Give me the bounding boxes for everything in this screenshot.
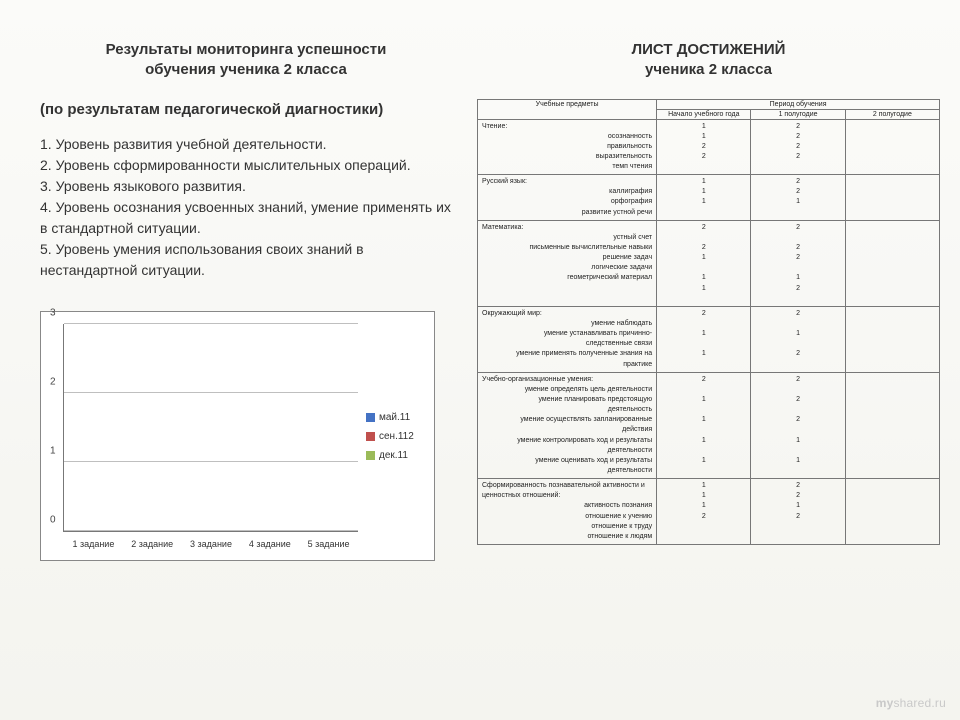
monitoring-chart: 01231 задание2 задание3 задание4 задание…	[40, 311, 435, 561]
left-subtitle: (по результатам педагогической диагности…	[40, 99, 452, 120]
chart-xlabel: 3 задание	[181, 539, 241, 549]
value-col-half2	[845, 372, 939, 478]
watermark-shared: shared	[893, 696, 931, 710]
th-subjects: Учебные предметы	[478, 99, 657, 119]
subject-cell: Учебно-организационные умения:умение опр…	[478, 372, 657, 478]
subject-cell: Окружающий мир:умение наблюдатьумение ус…	[478, 306, 657, 372]
criteria-list: 1. Уровень развития учебной деятельности…	[40, 134, 452, 281]
achievements-table: Учебные предметыПериод обученияНачало уч…	[477, 99, 940, 545]
subject-cell: Русский язык:каллиграфияорфографияразвит…	[478, 175, 657, 221]
legend-item: дек.11	[366, 450, 428, 461]
title-line2: обучения ученика 2 класса	[145, 61, 347, 78]
th-period: Период обучения	[657, 99, 940, 109]
left-column: Результаты мониторинга успешности обучен…	[40, 40, 472, 700]
right-title-line2: ученика 2 класса	[645, 61, 772, 78]
watermark: myshared.ru	[876, 696, 946, 710]
value-col-half1: 2 1 2	[751, 306, 845, 372]
watermark-my: my	[876, 696, 894, 710]
value-col-half1: 221	[751, 175, 845, 221]
chart-ytick: 0	[50, 514, 56, 525]
legend-item: сен.112	[366, 431, 428, 442]
value-col-half2	[845, 119, 939, 175]
chart-legend: май.11 сен.112 дек.11	[358, 320, 428, 554]
legend-label: дек.11	[379, 450, 408, 461]
legend-item: май.11	[366, 412, 428, 423]
value-col-half2	[845, 306, 939, 372]
criteria-item: 2. Уровень сформированности мыслительных…	[40, 155, 452, 176]
criteria-item: 1. Уровень развития учебной деятельности…	[40, 134, 452, 155]
value-col-half2	[845, 479, 939, 545]
chart-ytick: 2	[50, 376, 56, 387]
value-col-half1: 2 22 12	[751, 220, 845, 306]
legend-swatch	[366, 451, 375, 460]
criteria-item: 5. Уровень умения использования своих зн…	[40, 239, 452, 281]
th-col1: Начало учебного года	[657, 109, 751, 119]
th-col3: 2 полугодие	[845, 109, 939, 119]
chart-xlabel: 2 задание	[122, 539, 182, 549]
value-col-start: 2 1 1	[657, 306, 751, 372]
chart-xlabel: 4 задание	[240, 539, 300, 549]
value-col-start: 2 21 11	[657, 220, 751, 306]
legend-swatch	[366, 413, 375, 422]
legend-swatch	[366, 432, 375, 441]
legend-label: сен.112	[379, 431, 414, 442]
chart-ytick: 1	[50, 445, 56, 456]
criteria-item: 3. Уровень языкового развития.	[40, 176, 452, 197]
watermark-ru: .ru	[931, 696, 946, 710]
value-col-start: 2 1 1 1 1	[657, 372, 751, 478]
th-col2: 1 полугодие	[751, 109, 845, 119]
right-title: ЛИСТ ДОСТИЖЕНИЙ ученика 2 класса	[477, 40, 940, 81]
value-col-half1: 2212	[751, 479, 845, 545]
chart-xlabel: 5 задание	[299, 539, 359, 549]
value-col-half1: 2 2 2 1 1	[751, 372, 845, 478]
subject-cell: Чтение:осознанностьправильностьвыразител…	[478, 119, 657, 175]
chart-xlabel: 1 задание	[63, 539, 123, 549]
value-col-half2	[845, 175, 939, 221]
subject-cell: Сформированность познавательной активнос…	[478, 479, 657, 545]
subject-cell: Математика:устный счетписьменные вычисли…	[478, 220, 657, 306]
value-col-half2	[845, 220, 939, 306]
value-col-start: 1122	[657, 119, 751, 175]
title-line1: Результаты мониторинга успешности	[106, 41, 387, 58]
value-col-start: 111	[657, 175, 751, 221]
criteria-item: 4. Уровень осознания усвоенных знаний, у…	[40, 197, 452, 239]
value-col-start: 1112	[657, 479, 751, 545]
chart-ytick: 3	[50, 307, 56, 318]
right-column: ЛИСТ ДОСТИЖЕНИЙ ученика 2 класса Учебные…	[472, 40, 940, 700]
chart-plot-area: 01231 задание2 задание3 задание4 задание…	[63, 324, 358, 532]
right-title-line1: ЛИСТ ДОСТИЖЕНИЙ	[632, 41, 786, 58]
legend-label: май.11	[379, 412, 410, 423]
left-title: Результаты мониторинга успешности обучен…	[40, 40, 452, 81]
value-col-half1: 2222	[751, 119, 845, 175]
